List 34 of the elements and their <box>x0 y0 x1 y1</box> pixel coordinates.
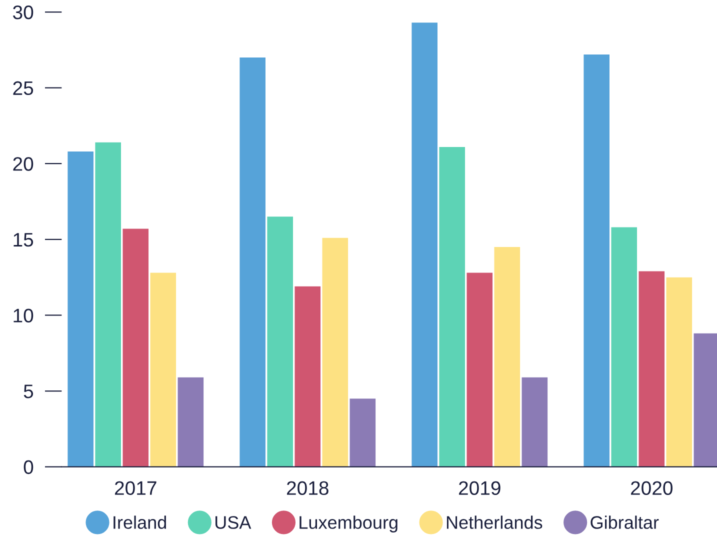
bar <box>267 216 294 467</box>
bar <box>122 228 149 467</box>
bar <box>150 272 176 467</box>
y-tick-label: 15 <box>14 233 34 247</box>
y-tick-label: 25 <box>13 81 34 96</box>
bar <box>494 247 520 467</box>
bar <box>611 227 638 467</box>
bar <box>294 286 321 467</box>
bar <box>68 151 94 467</box>
x-tick-label: 2019 <box>458 481 500 495</box>
x-tick-label: 2017 <box>114 481 156 495</box>
bar <box>638 271 665 467</box>
bar <box>466 272 493 467</box>
x-tick-label: 2018 <box>286 481 328 495</box>
y-tick-label: 10 <box>14 308 34 322</box>
legend-label: Luxembourg <box>300 516 398 532</box>
legend-label: Netherlands <box>446 516 542 529</box>
bar <box>178 377 204 467</box>
y-tick-label: 0 <box>24 460 34 474</box>
bar <box>584 54 610 467</box>
y-tick-label: 20 <box>13 157 34 171</box>
x-tick-label: 2020 <box>630 481 673 495</box>
bar <box>522 377 548 467</box>
legend-label: Ireland <box>114 516 166 529</box>
bar <box>350 398 376 467</box>
bar <box>439 146 466 467</box>
y-tick-label: 5 <box>24 384 34 398</box>
legend-label: USA <box>215 516 252 529</box>
y-tick-label: 30 <box>13 5 34 20</box>
bar <box>412 22 438 467</box>
legend-label: Gibraltar <box>590 516 659 529</box>
bar <box>95 142 122 467</box>
bar <box>240 57 266 467</box>
bar <box>322 238 348 467</box>
